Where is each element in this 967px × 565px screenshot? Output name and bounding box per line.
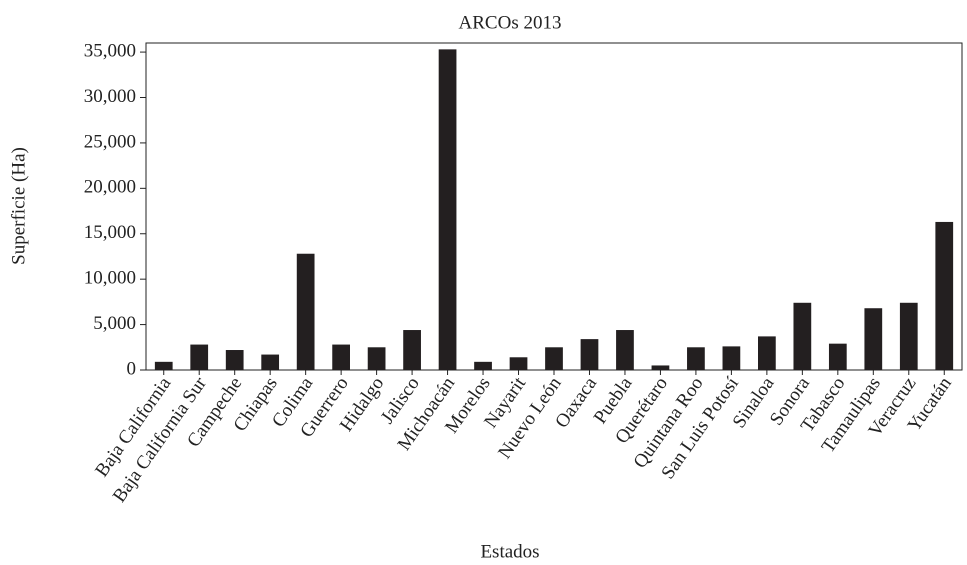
y-tick-label: 35,000 — [84, 40, 136, 61]
bar — [438, 49, 457, 370]
bar — [403, 330, 421, 370]
chart-title: ARCOs 2013 — [459, 12, 562, 33]
y-tick-label: 0 — [127, 358, 137, 379]
bar — [225, 350, 244, 370]
bar — [580, 339, 599, 370]
y-tick-label: 15,000 — [84, 222, 136, 243]
plot-frame — [145, 42, 963, 371]
y-tick-label: 10,000 — [84, 268, 136, 289]
bar — [651, 365, 670, 370]
y-axis-label: Superficie (Ha) — [8, 147, 29, 265]
bar — [616, 330, 634, 370]
bar — [758, 336, 776, 370]
bar — [899, 302, 918, 370]
y-tick-label: 20,000 — [84, 177, 136, 198]
y-tick-label: 25,000 — [84, 131, 136, 152]
bar — [935, 221, 954, 370]
bar — [367, 347, 386, 370]
bar — [261, 354, 280, 370]
bar — [190, 344, 209, 370]
bar — [864, 308, 883, 370]
x-axis-label: Estados — [480, 541, 539, 562]
bar — [545, 347, 563, 370]
bar — [722, 346, 741, 370]
bar — [474, 361, 492, 370]
bar — [828, 343, 847, 370]
y-tick-label: 5,000 — [93, 313, 136, 334]
bar — [687, 347, 705, 370]
bar — [793, 302, 812, 370]
bar — [154, 361, 173, 370]
bar — [296, 253, 315, 370]
y-tick-label: 30,000 — [84, 86, 136, 107]
bar — [509, 357, 528, 370]
bar — [332, 344, 350, 370]
